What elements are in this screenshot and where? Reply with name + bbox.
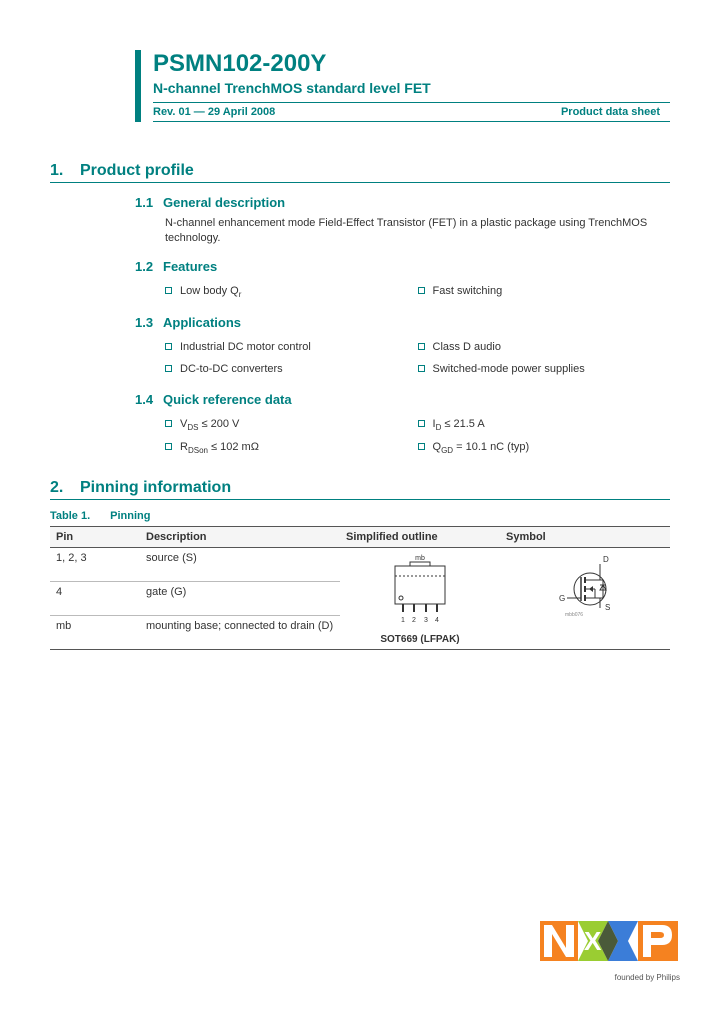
table-header-symbol: Symbol bbox=[500, 527, 670, 548]
cell-desc: mounting base; connected to drain (D) bbox=[140, 616, 340, 650]
section-1-heading: 1.Product profile bbox=[50, 162, 670, 183]
table-row: 1, 2, 3 source (S) mb 1 2 bbox=[50, 548, 670, 582]
bullet-icon bbox=[418, 420, 425, 427]
section-1-3-num: 1.3 bbox=[135, 315, 163, 330]
table-header-outline: Simplified outline bbox=[340, 527, 500, 548]
quick-ref-item: VDS ≤ 200 V bbox=[165, 413, 418, 436]
part-number: PSMN102-200Y bbox=[153, 50, 670, 78]
svg-text:2: 2 bbox=[412, 617, 416, 624]
svg-text:mb: mb bbox=[415, 555, 425, 562]
table-header-pin: Pin bbox=[50, 527, 140, 548]
svg-text:G: G bbox=[559, 594, 565, 603]
section-1-1-num: 1.1 bbox=[135, 195, 163, 210]
symbol-cell: D bbox=[500, 548, 670, 650]
table-1-num: Table 1. bbox=[50, 510, 90, 522]
section-2-title: Pinning information bbox=[80, 479, 231, 496]
section-1-2-heading: 1.2Features bbox=[135, 259, 670, 274]
package-outline-icon: mb 1 2 3 4 bbox=[385, 552, 455, 627]
cell-desc: gate (G) bbox=[140, 582, 340, 616]
bullet-icon bbox=[165, 420, 172, 427]
quick-ref-item: QGD = 10.1 nC (typ) bbox=[418, 436, 671, 459]
quick-ref-item: RDSon ≤ 102 mΩ bbox=[165, 436, 418, 459]
application-item: Industrial DC motor control bbox=[165, 336, 418, 358]
section-1-3-heading: 1.3Applications bbox=[135, 315, 670, 330]
section-1-4-num: 1.4 bbox=[135, 392, 163, 407]
applications-list: Industrial DC motor control DC-to-DC con… bbox=[165, 336, 670, 380]
bullet-icon bbox=[418, 365, 425, 372]
cell-desc: source (S) bbox=[140, 548, 340, 582]
nxp-logo-icon: X bbox=[540, 916, 680, 966]
feature-text: Fast switching bbox=[433, 285, 503, 297]
revision-text: Rev. 01 — 29 April 2008 bbox=[153, 106, 275, 118]
application-item: Switched-mode power supplies bbox=[418, 358, 671, 380]
package-label: SOT669 (LFPAK) bbox=[346, 634, 494, 645]
cell-pin: 1, 2, 3 bbox=[50, 548, 140, 582]
application-text: Industrial DC motor control bbox=[180, 341, 311, 353]
section-1-1-heading: 1.1General description bbox=[135, 195, 670, 210]
bullet-icon bbox=[165, 343, 172, 350]
pinning-table: Pin Description Simplified outline Symbo… bbox=[50, 526, 670, 650]
quick-ref-list: VDS ≤ 200 V RDSon ≤ 102 mΩ ID ≤ 21.5 A Q… bbox=[165, 413, 670, 459]
cell-pin: mb bbox=[50, 616, 140, 650]
application-item: DC-to-DC converters bbox=[165, 358, 418, 380]
application-text: DC-to-DC converters bbox=[180, 363, 283, 375]
application-text: Switched-mode power supplies bbox=[433, 363, 585, 375]
bullet-icon bbox=[165, 287, 172, 294]
section-1-1-title: General description bbox=[163, 195, 285, 210]
section-1-3-title: Applications bbox=[163, 315, 241, 330]
doc-type: Product data sheet bbox=[561, 106, 660, 118]
application-item: Class D audio bbox=[418, 336, 671, 358]
svg-text:3: 3 bbox=[424, 617, 428, 624]
mosfet-symbol-icon: D bbox=[545, 552, 625, 627]
table-1-title: Pinning bbox=[110, 510, 150, 522]
table-header-desc: Description bbox=[140, 527, 340, 548]
section-1-title: Product profile bbox=[80, 162, 194, 179]
section-2-num: 2. bbox=[50, 479, 80, 497]
bullet-icon bbox=[418, 443, 425, 450]
section-2-heading: 2.Pinning information bbox=[50, 479, 670, 500]
section-1-4-title: Quick reference data bbox=[163, 392, 292, 407]
bullet-icon bbox=[165, 443, 172, 450]
bullet-icon bbox=[418, 287, 425, 294]
section-1-2-num: 1.2 bbox=[135, 259, 163, 274]
feature-item: Low body Qr bbox=[165, 280, 418, 303]
subtitle: N-channel TrenchMOS standard level FET bbox=[153, 80, 670, 96]
svg-text:D: D bbox=[603, 555, 609, 564]
quick-ref-item: ID ≤ 21.5 A bbox=[418, 413, 671, 436]
svg-text:mbb076: mbb076 bbox=[565, 612, 583, 618]
document-header: PSMN102-200Y N-channel TrenchMOS standar… bbox=[135, 50, 670, 122]
section-1-num: 1. bbox=[50, 162, 80, 180]
svg-text:1: 1 bbox=[401, 617, 405, 624]
section-1-4-heading: 1.4Quick reference data bbox=[135, 392, 670, 407]
bullet-icon bbox=[165, 365, 172, 372]
bullet-icon bbox=[418, 343, 425, 350]
application-text: Class D audio bbox=[433, 341, 501, 353]
table-1-caption: Table 1. Pinning bbox=[50, 510, 670, 522]
section-1-2-title: Features bbox=[163, 259, 217, 274]
feature-item: Fast switching bbox=[418, 280, 671, 302]
features-list: Low body Qr Fast switching bbox=[165, 280, 670, 303]
outline-cell: mb 1 2 3 4 SOT669 (LFPAK) bbox=[340, 548, 500, 650]
svg-text:X: X bbox=[584, 926, 602, 956]
cell-pin: 4 bbox=[50, 582, 140, 616]
svg-text:4: 4 bbox=[435, 617, 439, 624]
footer: X founded by Philips bbox=[540, 916, 680, 982]
svg-text:S: S bbox=[605, 603, 610, 612]
general-description-text: N-channel enhancement mode Field-Effect … bbox=[165, 216, 670, 247]
footer-tagline: founded by Philips bbox=[540, 973, 680, 982]
